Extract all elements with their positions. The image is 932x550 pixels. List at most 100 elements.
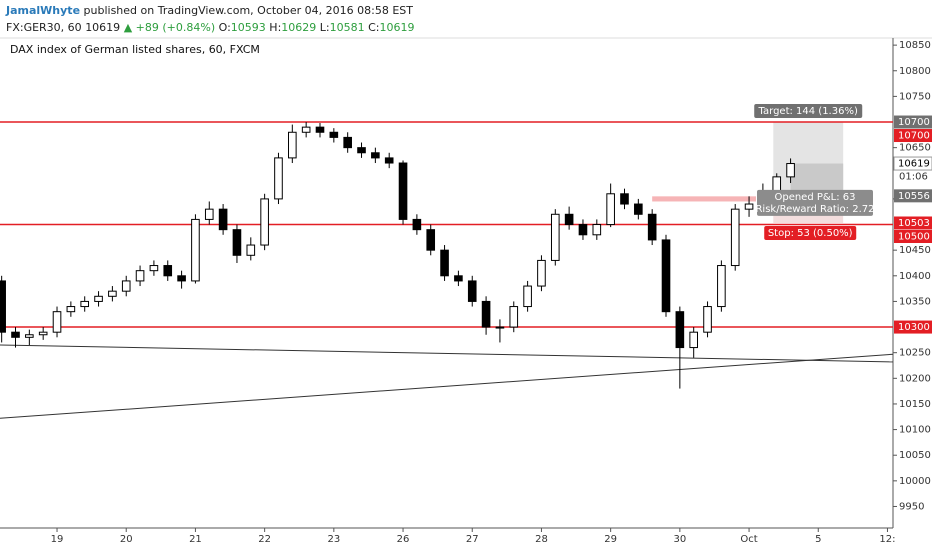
candle-body	[38, 331, 48, 336]
y-tick-label: 10800	[899, 66, 931, 77]
candle-body	[246, 244, 256, 256]
h-value: 10629	[281, 21, 317, 34]
l-prefix: L:	[319, 21, 330, 34]
rr-label: Risk/Reward Ratio: 2.72	[755, 204, 874, 215]
o-value: 10593	[230, 21, 266, 34]
x-tick-label: Oct	[740, 534, 757, 545]
x-tick-label: 29	[604, 534, 617, 545]
x-tick-label: 28	[535, 534, 548, 545]
candle-body	[94, 295, 103, 302]
price-tag: 10300	[898, 322, 930, 333]
candle-body	[523, 285, 532, 308]
candle-body	[80, 300, 90, 308]
candle-body	[744, 203, 754, 210]
candle-body	[467, 280, 477, 302]
price-tag: 10503	[898, 218, 930, 229]
y-tick-label: 10450	[899, 245, 931, 256]
candle-body	[606, 193, 615, 226]
x-tick-label: 5	[815, 534, 821, 545]
price-tag-box	[894, 216, 932, 230]
candle-body	[481, 300, 491, 328]
candle-body	[25, 334, 34, 338]
candle-body	[52, 311, 62, 333]
y-tick-label: 10850	[899, 40, 931, 51]
y-tick-label: 10100	[899, 425, 931, 436]
candle-body	[730, 208, 740, 267]
author[interactable]: JamalWhyte	[6, 4, 81, 17]
candle-body	[149, 265, 159, 272]
chart-title: DAX index of German listed shares, 60, F…	[10, 43, 260, 56]
price-tag: 10500	[898, 232, 930, 243]
y-tick-label: 10050	[899, 450, 931, 461]
x-tick-label: 27	[466, 534, 479, 545]
price-tag: 10619	[898, 159, 930, 170]
candle-body	[495, 326, 505, 329]
stop-label-box	[764, 226, 857, 240]
x-tick-label: 20	[120, 534, 133, 545]
price-tag-box	[894, 115, 932, 129]
arrow: ▲	[123, 21, 133, 34]
candle-body	[689, 331, 699, 349]
trendline	[0, 344, 894, 363]
o-prefix: O:	[218, 21, 231, 34]
x-tick-label: 22	[258, 534, 271, 545]
h-prefix: H:	[269, 21, 282, 34]
candle-body	[509, 306, 519, 328]
price-tag: 10700	[898, 117, 930, 128]
candle-body	[578, 224, 588, 236]
countdown: 01:06	[899, 172, 928, 183]
candle-body	[315, 126, 325, 133]
candle-body	[412, 218, 422, 231]
candle-body	[218, 208, 228, 231]
resistance-zone	[652, 196, 756, 202]
candle-body	[163, 265, 173, 277]
x-tick-label: 30	[673, 534, 686, 545]
candle-body	[66, 306, 76, 313]
candle-body	[301, 126, 311, 133]
candle-body	[592, 224, 602, 236]
candle-body	[703, 306, 712, 333]
candle-body	[0, 280, 6, 333]
c-value: 10619	[379, 21, 415, 34]
published: published on TradingView.com, October 04…	[80, 4, 414, 17]
y-tick-label: 10250	[899, 348, 931, 359]
candle-body	[288, 131, 297, 159]
candle-body	[786, 163, 795, 178]
candle-body	[108, 290, 117, 297]
candle-body	[343, 136, 352, 149]
candle-body	[191, 218, 200, 282]
candle-body	[661, 239, 671, 313]
candle-body	[537, 259, 546, 287]
price-tag-box	[894, 129, 932, 143]
candle-body	[177, 275, 186, 282]
candle-body	[454, 275, 463, 282]
c-prefix: C:	[368, 21, 380, 34]
header: JamalWhyte published on TradingView.com,…	[6, 2, 415, 36]
pnl-label: Opened P&L: 63	[774, 192, 855, 203]
candle-body	[634, 203, 643, 215]
x-tick-label: 23	[327, 534, 340, 545]
y-tick-label: 10400	[899, 271, 931, 282]
price-tag: 10700	[898, 131, 930, 142]
candle-body	[384, 157, 394, 164]
candle-body	[620, 193, 629, 205]
candle-body	[260, 198, 269, 246]
candle-body	[717, 265, 726, 308]
x-tick-label: 12:	[879, 534, 895, 545]
last: 10619	[85, 21, 121, 34]
symbol: FX:GER30, 60	[6, 21, 82, 34]
price-tag-box	[894, 189, 932, 203]
candle-body	[675, 311, 685, 349]
price-tag-box	[894, 230, 932, 243]
change: +89 (+0.84%)	[135, 21, 216, 34]
pnl-box	[757, 189, 873, 216]
candle-body	[232, 229, 242, 256]
publish-line: JamalWhyte published on TradingView.com,…	[6, 2, 415, 19]
candle-body	[11, 331, 20, 338]
y-tick-label: 9950	[899, 501, 924, 512]
price-tag-box	[894, 320, 932, 334]
trendline	[0, 353, 894, 419]
candle-body	[440, 249, 449, 277]
